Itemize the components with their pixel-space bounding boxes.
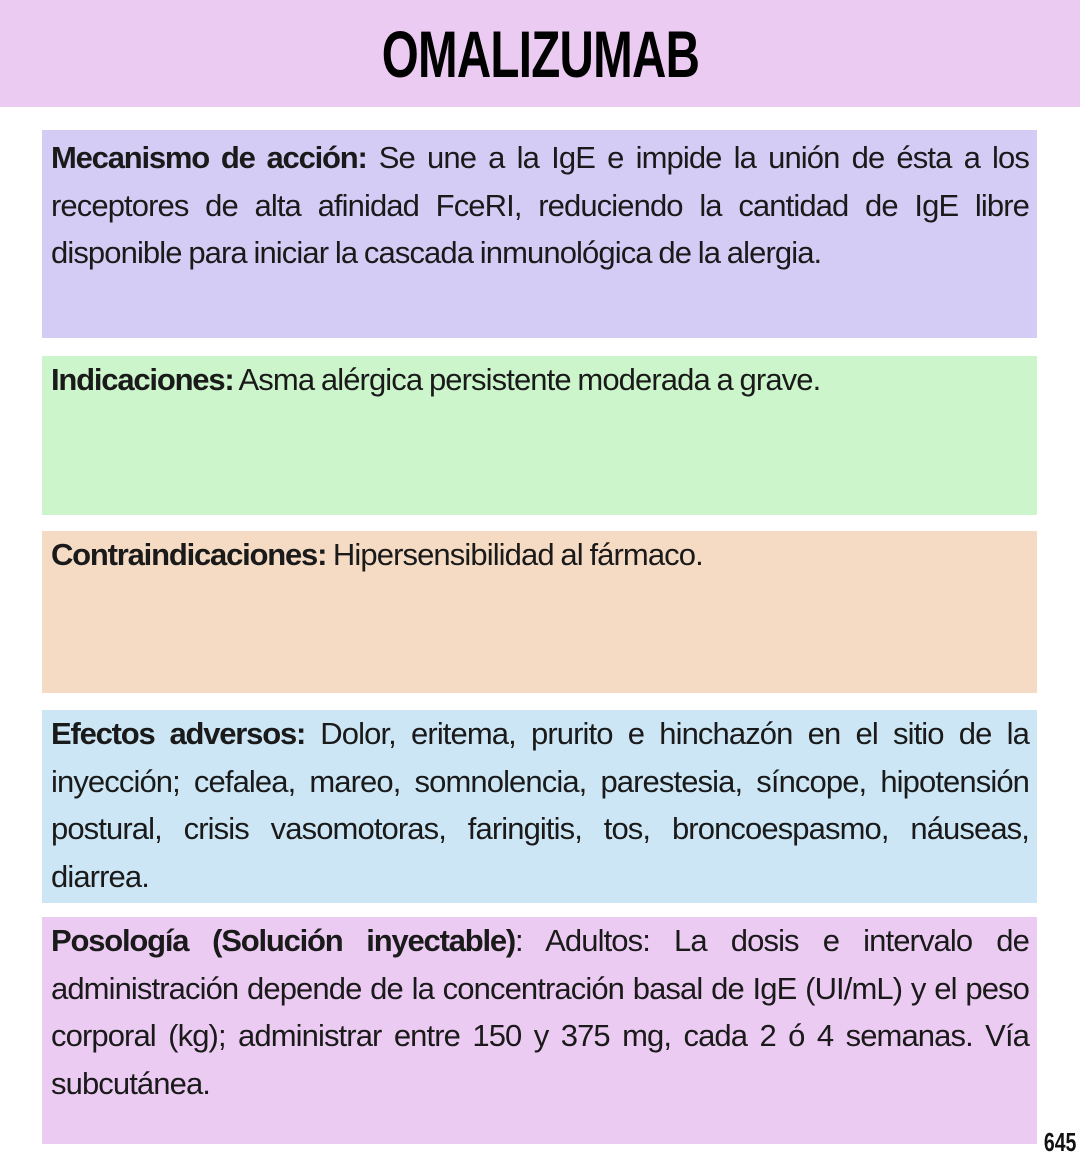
section-mecanismo: Mecanismo de acción: Se une a la IgE e i… <box>42 130 1037 338</box>
section-contraindicaciones: Contraindicaciones: Hipersensibilidad al… <box>42 531 1037 693</box>
page-number: 645 <box>1043 1127 1076 1157</box>
section-efectos-adversos: Efectos adversos: Dolor, eritema, prurit… <box>42 710 1037 903</box>
section-text: Hipersensibilidad al fármaco. <box>326 537 704 572</box>
section-label: Mecanismo de acción: <box>51 140 368 175</box>
section-label: Contraindicaciones: <box>51 537 327 572</box>
section-label: Indicaciones: <box>51 362 235 397</box>
title-banner: OMALIZUMAB <box>0 0 1080 107</box>
section-posologia: Posología (Solución inyectable): Adultos… <box>42 917 1037 1144</box>
section-label: Efectos adversos: <box>51 716 306 751</box>
section-text: Asma alérgica persistente moderada a gra… <box>233 362 822 397</box>
section-label: Posología (Solución inyectable) <box>51 923 516 958</box>
page-title: OMALIZUMAB <box>381 16 699 91</box>
section-text: Dolor, eritema, prurito e hinchazón en e… <box>51 716 1030 894</box>
section-indicaciones: Indicaciones: Asma alérgica persistente … <box>42 356 1037 515</box>
section-text: Se une a la IgE e impide la unión de ést… <box>51 140 1030 270</box>
section-text: : Adultos: La dosis e intervalo de admin… <box>51 923 1030 1101</box>
